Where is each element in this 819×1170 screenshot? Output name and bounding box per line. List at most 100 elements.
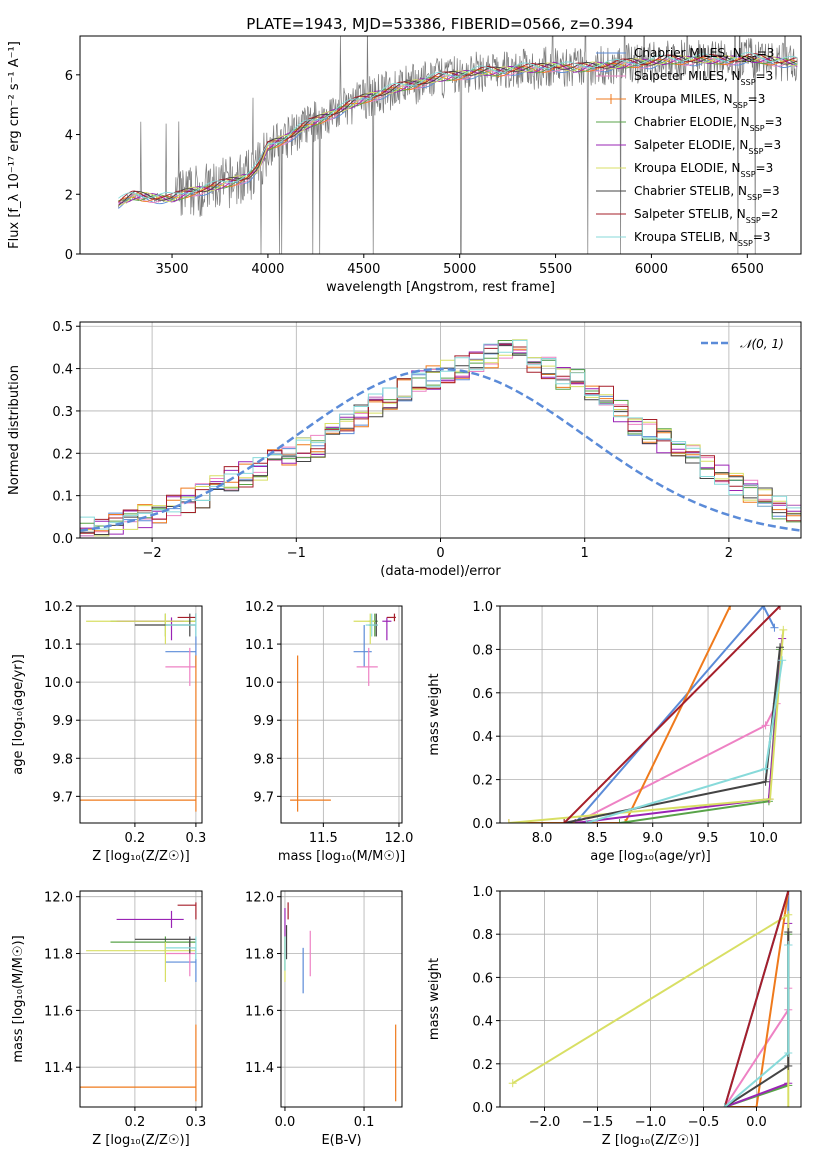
y-tick-label: 0.3 bbox=[52, 405, 73, 420]
y-tick-label: 4 bbox=[65, 129, 73, 144]
axes-frame bbox=[280, 605, 403, 824]
mass-weight-line bbox=[508, 629, 785, 823]
legend-label: Kroupa ELODIE, NSSP=3 bbox=[634, 161, 773, 179]
legend-subscript: SSP bbox=[741, 170, 756, 179]
plot-area bbox=[290, 613, 396, 812]
mass-weight-line bbox=[574, 606, 776, 823]
legend-label: 𝒩(0, 1) bbox=[740, 337, 784, 351]
model-spectrum bbox=[118, 54, 798, 206]
legend-value: =3 bbox=[756, 69, 774, 83]
y-tick-label: 0.2 bbox=[472, 774, 493, 789]
y-tick-label: 1.0 bbox=[472, 600, 493, 615]
legend-value: =3 bbox=[748, 92, 766, 106]
x-tick-label: 6000 bbox=[635, 262, 668, 277]
y-tick-label: 6 bbox=[65, 69, 73, 84]
model-spectrum bbox=[118, 55, 798, 202]
legend-value: =3 bbox=[762, 184, 780, 198]
plot-area bbox=[80, 902, 197, 1102]
x-tick-label: 4500 bbox=[347, 262, 380, 277]
y-tick-label: 10.0 bbox=[245, 676, 274, 691]
x-axis-label: (data-model)/error bbox=[380, 564, 501, 579]
axes-frame bbox=[79, 890, 203, 1108]
legend-subscript: SSP bbox=[741, 78, 756, 87]
y-tick-label: 9.7 bbox=[52, 790, 73, 805]
plot-area bbox=[118, 36, 798, 254]
plot-area bbox=[284, 902, 397, 1102]
axes-frame bbox=[79, 321, 802, 539]
y-tick-label: 0.5 bbox=[52, 320, 73, 335]
x-tick-label: −2 bbox=[143, 546, 162, 561]
y-tick-label: 10.0 bbox=[44, 676, 73, 691]
y-tick-label: 1.0 bbox=[472, 885, 493, 900]
residual-histogram bbox=[80, 339, 801, 530]
legend-label: Salpeter MILES, NSSP=3 bbox=[634, 69, 773, 87]
x-tick-label: 0.0 bbox=[275, 1115, 296, 1130]
y-tick-label: 0 bbox=[65, 248, 73, 263]
x-tick-label: −1 bbox=[287, 546, 306, 561]
x-tick-label: 0.3 bbox=[186, 831, 207, 846]
legend-label: Salpeter STELIB, NSSP=2 bbox=[634, 207, 778, 225]
x-tick-label: 8.0 bbox=[532, 831, 553, 846]
y-tick-label: 2 bbox=[65, 188, 73, 203]
residuals-panel: −2 −1 0 1 2 0.0 0.1 0.2 0.3 0.4 0.5 (data-model)/er… bbox=[7, 320, 802, 579]
legend-subscript: SSP bbox=[748, 147, 763, 156]
x-tick-label: 0.1 bbox=[354, 1115, 375, 1130]
y-tick-label: 0.8 bbox=[472, 643, 493, 658]
weight-vs-age-panel: 8.0 8.5 9.0 9.5 10.0 0.0 0.2 0.4 0.6 0.8 1.0 age [l… bbox=[427, 600, 802, 864]
x-tick-label: 12.0 bbox=[384, 831, 413, 846]
y-tick-label: 10.1 bbox=[44, 638, 73, 653]
legend-value: =3 bbox=[765, 115, 783, 129]
y-tick-label: 12.0 bbox=[245, 891, 274, 906]
legend-subscript: SSP bbox=[747, 193, 762, 202]
y-tick-label: 0.2 bbox=[52, 447, 73, 462]
y-tick-label: 11.8 bbox=[44, 948, 73, 963]
y-tick-label: 0.4 bbox=[472, 730, 493, 745]
y-tick-label: 10.2 bbox=[245, 600, 274, 615]
x-tick-label: 9.5 bbox=[698, 831, 719, 846]
axes-frame bbox=[280, 890, 403, 1108]
legend-label: Salpeter ELODIE, NSSP=3 bbox=[634, 138, 781, 156]
x-tick-label: 0.2 bbox=[125, 1115, 146, 1130]
legend-value: =3 bbox=[753, 230, 771, 244]
legend-subscript: SSP bbox=[746, 216, 761, 225]
legend-label: Chabrier ELODIE, NSSP=3 bbox=[634, 115, 782, 133]
x-tick-label: 5500 bbox=[539, 262, 572, 277]
spectrum-panel: 3500 4000 4500 5000 5500 6000 6500 0 2 4 6 waveleng… bbox=[7, 35, 802, 295]
y-tick-label: 11.4 bbox=[44, 1061, 73, 1076]
x-axis-label: mass [log₁₀(M/M☉)] bbox=[278, 849, 405, 864]
plot-area bbox=[504, 606, 788, 823]
y-tick-label: 9.9 bbox=[253, 714, 274, 729]
y-tick-label: 11.6 bbox=[245, 1004, 274, 1019]
x-axis-label: wavelength [Angstrom, rest frame] bbox=[326, 280, 555, 295]
normal-curve bbox=[80, 367, 801, 532]
legend-label: Kroupa MILES, NSSP=3 bbox=[634, 92, 765, 110]
mass-weight-line bbox=[723, 891, 790, 1107]
y-tick-label: 9.9 bbox=[52, 714, 73, 729]
residual-histogram bbox=[80, 339, 801, 537]
x-tick-label: 2 bbox=[725, 546, 733, 561]
y-tick-label: 0.8 bbox=[472, 928, 493, 943]
axes-frame bbox=[79, 35, 802, 255]
y-tick-label: 11.6 bbox=[44, 1004, 73, 1019]
x-tick-label: 6500 bbox=[731, 262, 764, 277]
x-tick-label: 0.2 bbox=[125, 831, 146, 846]
mass-vs-EBV-panel: 0.0 0.1 11.4 11.6 11.8 12.0 E(B-V) bbox=[245, 890, 403, 1148]
y-tick-label: 9.8 bbox=[253, 752, 274, 767]
mass-vs-Z-panel: 0.2 0.3 11.4 11.6 11.8 12.0 Z [log₁₀(Z/Z☉)] mas… bbox=[11, 890, 206, 1148]
mass-weight-line bbox=[508, 606, 732, 823]
x-tick-label: 0 bbox=[436, 546, 444, 561]
x-tick-label: 5000 bbox=[443, 262, 476, 277]
x-tick-label: 11.5 bbox=[309, 831, 338, 846]
x-tick-label: 3500 bbox=[155, 262, 188, 277]
y-tick-label: 11.4 bbox=[245, 1061, 274, 1076]
legend-label: Chabrier STELIB, NSSP=3 bbox=[634, 184, 780, 202]
x-axis-label: Z [log₁₀(Z/Z☉)] bbox=[92, 1133, 189, 1148]
axes-frame bbox=[79, 605, 203, 824]
x-tick-label: 0.0 bbox=[746, 1115, 767, 1130]
y-tick-label: 0.4 bbox=[472, 1015, 493, 1030]
y-tick-label: 0.6 bbox=[472, 687, 493, 702]
axes-frame bbox=[499, 605, 802, 824]
x-tick-label: 4000 bbox=[251, 262, 284, 277]
model-spectrum bbox=[118, 55, 798, 202]
